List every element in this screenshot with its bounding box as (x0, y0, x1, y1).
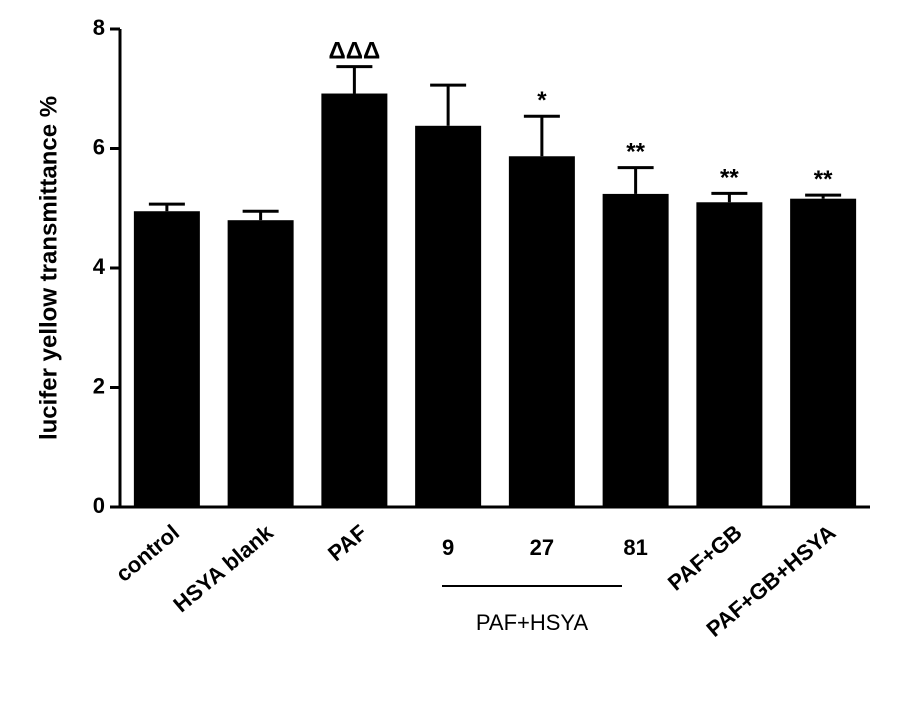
x-tick-label: 27 (530, 535, 554, 560)
y-axis: 0 2 4 6 8 (93, 15, 122, 518)
significance-marker: * (537, 87, 547, 114)
group-label: PAF+HSYA (476, 610, 589, 635)
bar (602, 193, 669, 507)
bar (133, 211, 200, 508)
y-tick-label: 6 (93, 134, 105, 159)
y-tick-label: 2 (93, 373, 105, 398)
bar (321, 93, 388, 507)
y-tick-label: 4 (93, 254, 106, 279)
bar (227, 220, 294, 507)
x-tick-label: 81 (623, 535, 647, 560)
significance-marker: ΔΔΔ (329, 38, 381, 65)
significance-marker: ** (814, 166, 833, 193)
bar (790, 198, 857, 507)
bars: ΔΔΔ***** ** (120, 38, 870, 509)
y-tick-label: 8 (93, 15, 105, 40)
x-tick-label: HSYA blank (168, 519, 278, 617)
bar (415, 125, 482, 508)
x-tick-label: PAF+GB (663, 520, 747, 596)
x-tick-label: 9 (442, 535, 454, 560)
x-tick-label: PAF (323, 520, 372, 566)
x-tick-label: control (111, 520, 184, 587)
y-tick-label: 0 (93, 493, 105, 518)
significance-marker: ** (720, 164, 739, 191)
bar (696, 202, 763, 507)
y-axis-label: lucifer yellow transmittance % (35, 96, 62, 440)
bar (508, 156, 575, 507)
significance-marker: ** (626, 139, 645, 166)
